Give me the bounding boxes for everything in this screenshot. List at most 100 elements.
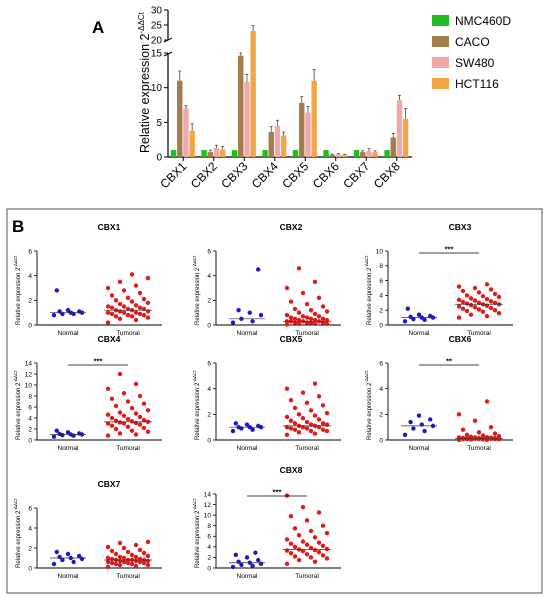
tumoral-point bbox=[484, 303, 490, 308]
tumoral-point bbox=[129, 561, 135, 567]
normal-point bbox=[408, 314, 413, 320]
tumoral-point bbox=[464, 293, 470, 298]
tumoral-point bbox=[117, 562, 123, 568]
tumoral-point bbox=[145, 539, 151, 545]
tumoral-point bbox=[308, 428, 314, 434]
tumoral-point bbox=[292, 554, 298, 559]
axis-break-mark bbox=[163, 51, 173, 57]
tumoral-point bbox=[488, 287, 494, 292]
tumoral-point bbox=[284, 537, 290, 542]
y-axis-title: Relative expression 2-ΔΔCt bbox=[192, 255, 201, 325]
x-tick-label: Normal bbox=[409, 445, 431, 452]
tumoral-point bbox=[312, 321, 318, 326]
bar bbox=[372, 152, 378, 157]
tumoral-point bbox=[488, 299, 494, 304]
tumoral-point bbox=[109, 396, 115, 401]
tumoral-point bbox=[324, 556, 330, 561]
tumoral-point bbox=[145, 429, 151, 434]
normal-point bbox=[51, 561, 57, 567]
plot-title: CBX7 bbox=[98, 479, 121, 489]
y-tick-label: 0 bbox=[379, 437, 383, 444]
tumoral-point bbox=[476, 290, 482, 295]
tumoral-point bbox=[292, 427, 298, 432]
bar bbox=[207, 152, 213, 157]
bar bbox=[360, 152, 366, 157]
plot-title: CBX6 bbox=[449, 334, 472, 344]
bar bbox=[311, 80, 317, 157]
tumoral-point bbox=[137, 305, 143, 310]
tumoral-point bbox=[304, 301, 310, 307]
tumoral-point bbox=[492, 308, 498, 313]
y-axis-title-superscript: -ΔΔCt bbox=[13, 498, 18, 511]
tumoral-point bbox=[113, 426, 119, 432]
tumoral-point bbox=[109, 415, 115, 421]
tumoral-point bbox=[488, 424, 494, 430]
legend-label: SW480 bbox=[455, 56, 495, 70]
y-axis-title: Relative expression 2-ΔΔCt bbox=[13, 498, 22, 568]
normal-point bbox=[236, 559, 241, 564]
tumoral-point bbox=[109, 560, 115, 566]
bar bbox=[384, 150, 390, 157]
significance-marker: ** bbox=[446, 357, 452, 366]
tumoral-point bbox=[109, 548, 115, 554]
normal-point bbox=[258, 312, 264, 318]
bar bbox=[292, 150, 299, 157]
bar bbox=[390, 137, 396, 157]
tumoral-point bbox=[476, 430, 482, 435]
tumoral-point bbox=[488, 435, 494, 440]
tumoral-point bbox=[308, 528, 314, 534]
legend-swatch bbox=[432, 78, 449, 89]
y-tick-label: 10 bbox=[25, 382, 33, 389]
bar bbox=[402, 118, 409, 157]
bar bbox=[189, 130, 195, 157]
tumoral-point bbox=[308, 555, 314, 560]
tumoral-point bbox=[304, 542, 310, 547]
tumoral-point bbox=[105, 304, 111, 309]
tumoral-point bbox=[464, 301, 470, 306]
plot-title: CBX3 bbox=[449, 222, 472, 232]
normal-point bbox=[54, 549, 59, 555]
tumoral-point bbox=[312, 535, 318, 540]
y-tick-label: 14 bbox=[25, 360, 33, 367]
normal-point bbox=[60, 557, 65, 563]
tumoral-point bbox=[105, 320, 111, 325]
y-axis-title: Relative expression 2-ΔΔCt bbox=[364, 255, 373, 325]
y-axis-title: Relative expression 2-ΔΔCt bbox=[13, 370, 22, 440]
tumoral-point bbox=[320, 553, 326, 558]
y-axis-title-superscript: -ΔΔCt bbox=[13, 370, 18, 383]
bar bbox=[366, 150, 372, 157]
x-tick-label: Tumoral bbox=[116, 573, 140, 580]
y-tick-label: 2 bbox=[28, 298, 32, 305]
tumoral-point bbox=[464, 436, 470, 441]
normal-point bbox=[77, 431, 82, 436]
tumoral-point bbox=[117, 420, 123, 425]
tumoral-point bbox=[141, 418, 147, 423]
tumoral-point bbox=[308, 545, 314, 551]
y-axis-title: Relative expression 2-ΔΔCt bbox=[13, 255, 22, 325]
tumoral-point bbox=[117, 558, 123, 564]
tumoral-point bbox=[320, 427, 326, 432]
x-tick-label: Normal bbox=[237, 330, 259, 337]
tumoral-point bbox=[121, 304, 127, 309]
tumoral-point bbox=[480, 433, 486, 438]
tumoral-point bbox=[468, 296, 474, 301]
y-tick-label: 10 bbox=[151, 83, 163, 94]
normal-point bbox=[428, 417, 433, 422]
tumoral-point bbox=[117, 410, 123, 415]
normal-point bbox=[405, 306, 410, 311]
tumoral-point bbox=[129, 428, 135, 433]
tumoral-point bbox=[145, 558, 151, 564]
tumoral-point bbox=[292, 421, 298, 426]
normal-point bbox=[250, 427, 255, 432]
tumoral-point bbox=[492, 435, 498, 441]
tumoral-point bbox=[284, 561, 290, 566]
tumoral-point bbox=[456, 284, 462, 289]
normal-point bbox=[244, 555, 250, 560]
tumoral-point bbox=[141, 312, 147, 318]
x-tick-label: Normal bbox=[58, 445, 80, 452]
y-tick-label: 4 bbox=[28, 415, 32, 422]
normal-point bbox=[57, 431, 62, 437]
x-tick-label: Normal bbox=[237, 445, 259, 452]
bar bbox=[335, 154, 342, 157]
x-tick-label: Normal bbox=[58, 573, 80, 580]
